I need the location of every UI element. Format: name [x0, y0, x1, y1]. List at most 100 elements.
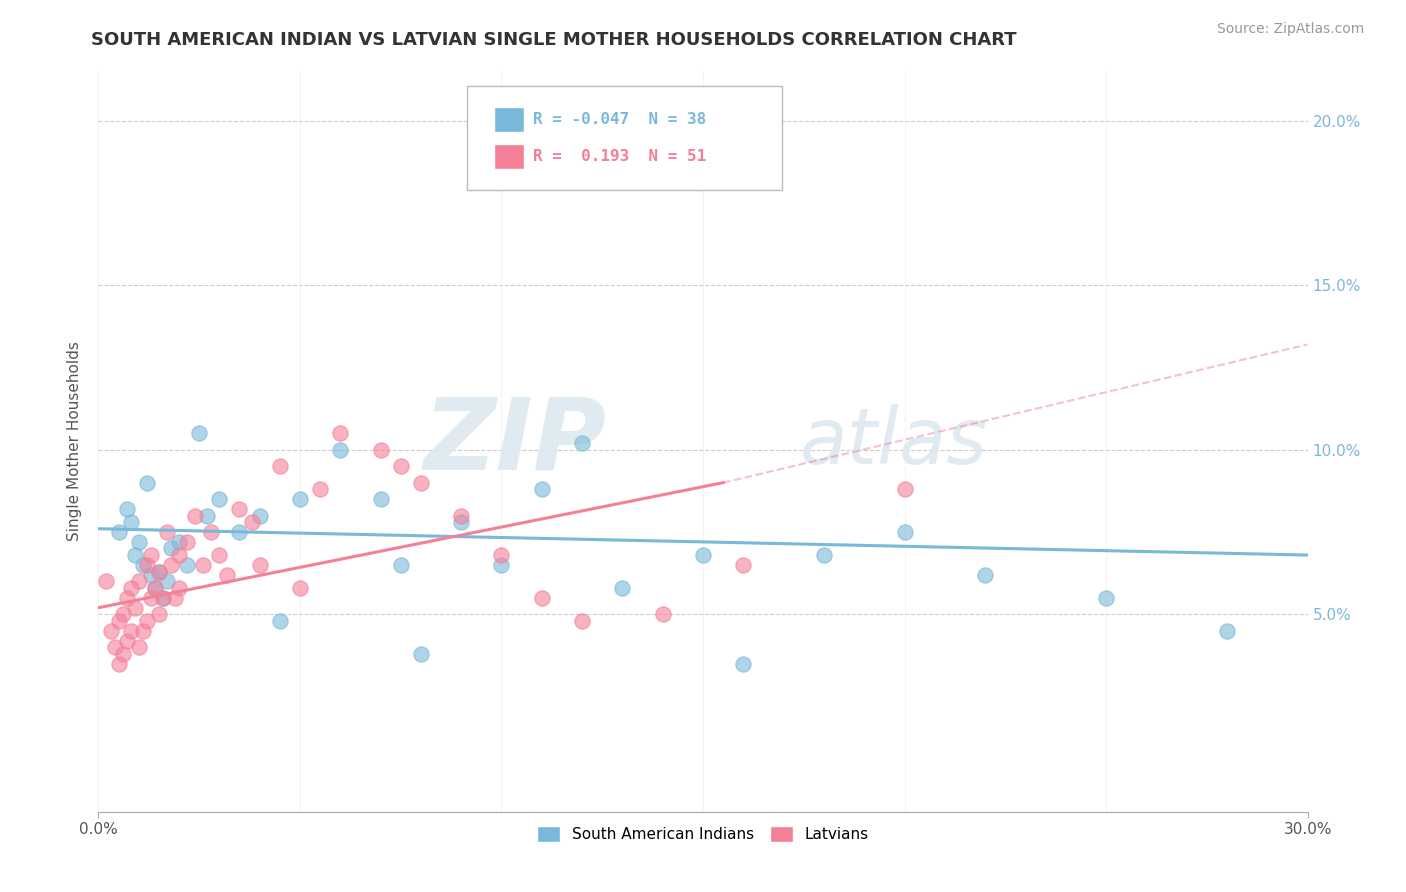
Point — [167, 535, 190, 549]
Point — [329, 442, 352, 457]
Point — [208, 492, 231, 507]
Point — [733, 558, 755, 572]
Point — [288, 492, 311, 507]
Point — [124, 600, 146, 615]
FancyBboxPatch shape — [494, 144, 524, 169]
Point — [120, 581, 142, 595]
Point — [135, 614, 157, 628]
Point — [370, 492, 392, 507]
Point — [103, 640, 125, 655]
Point — [974, 567, 997, 582]
Point — [148, 565, 170, 579]
Point — [139, 548, 162, 562]
Point — [571, 614, 593, 628]
Point — [160, 558, 183, 572]
Text: atlas: atlas — [800, 403, 987, 480]
Point — [733, 657, 755, 671]
Point — [139, 591, 162, 605]
Point — [893, 524, 915, 539]
Point — [156, 524, 179, 539]
Point — [389, 459, 412, 474]
Point — [409, 475, 432, 490]
Point — [200, 524, 222, 539]
Point — [184, 508, 207, 523]
Point — [409, 647, 432, 661]
Point — [111, 647, 134, 661]
Point — [893, 482, 915, 496]
Point — [143, 581, 166, 595]
Point — [96, 574, 118, 589]
Point — [288, 581, 311, 595]
Point — [124, 548, 146, 562]
Point — [148, 607, 170, 622]
Text: SOUTH AMERICAN INDIAN VS LATVIAN SINGLE MOTHER HOUSEHOLDS CORRELATION CHART: SOUTH AMERICAN INDIAN VS LATVIAN SINGLE … — [91, 31, 1017, 49]
Point — [115, 633, 138, 648]
Point — [135, 558, 157, 572]
Point — [139, 567, 162, 582]
Point — [100, 624, 122, 638]
Point — [148, 565, 170, 579]
Point — [217, 567, 239, 582]
Text: Source: ZipAtlas.com: Source: ZipAtlas.com — [1216, 22, 1364, 37]
Point — [530, 482, 553, 496]
Point — [612, 581, 634, 595]
Point — [163, 591, 186, 605]
Point — [1216, 624, 1239, 638]
Point — [370, 442, 392, 457]
Point — [240, 515, 263, 529]
Point — [208, 548, 231, 562]
Point — [120, 624, 142, 638]
Point — [120, 515, 142, 529]
Text: ZIP: ZIP — [423, 393, 606, 490]
Point — [249, 558, 271, 572]
Point — [135, 475, 157, 490]
Point — [228, 502, 250, 516]
Point — [228, 524, 250, 539]
Point — [128, 640, 150, 655]
Point — [269, 459, 291, 474]
Point — [389, 558, 412, 572]
Y-axis label: Single Mother Households: Single Mother Households — [67, 342, 83, 541]
Point — [167, 548, 190, 562]
Point — [107, 614, 129, 628]
Point — [107, 524, 129, 539]
Point — [115, 502, 138, 516]
Text: R = -0.047  N = 38: R = -0.047 N = 38 — [533, 112, 706, 127]
Point — [249, 508, 271, 523]
Point — [195, 508, 218, 523]
Point — [530, 591, 553, 605]
FancyBboxPatch shape — [467, 87, 782, 190]
FancyBboxPatch shape — [494, 107, 524, 132]
Point — [132, 624, 155, 638]
Point — [692, 548, 714, 562]
Point — [450, 515, 472, 529]
Point — [571, 436, 593, 450]
Point — [450, 508, 472, 523]
Point — [128, 574, 150, 589]
Point — [156, 574, 179, 589]
Point — [176, 535, 198, 549]
Point — [1095, 591, 1118, 605]
Point — [491, 548, 513, 562]
Point — [111, 607, 134, 622]
Point — [269, 614, 291, 628]
Legend: South American Indians, Latvians: South American Indians, Latvians — [531, 821, 875, 848]
Point — [143, 581, 166, 595]
Point — [128, 535, 150, 549]
Point — [188, 426, 211, 441]
Point — [152, 591, 174, 605]
Point — [115, 591, 138, 605]
Point — [651, 607, 673, 622]
Point — [152, 591, 174, 605]
Point — [491, 558, 513, 572]
Point — [132, 558, 155, 572]
Point — [193, 558, 215, 572]
Point — [107, 657, 129, 671]
Point — [329, 426, 352, 441]
Point — [160, 541, 183, 556]
Text: R =  0.193  N = 51: R = 0.193 N = 51 — [533, 149, 706, 164]
Point — [813, 548, 835, 562]
Point — [167, 581, 190, 595]
Point — [176, 558, 198, 572]
Point — [309, 482, 332, 496]
